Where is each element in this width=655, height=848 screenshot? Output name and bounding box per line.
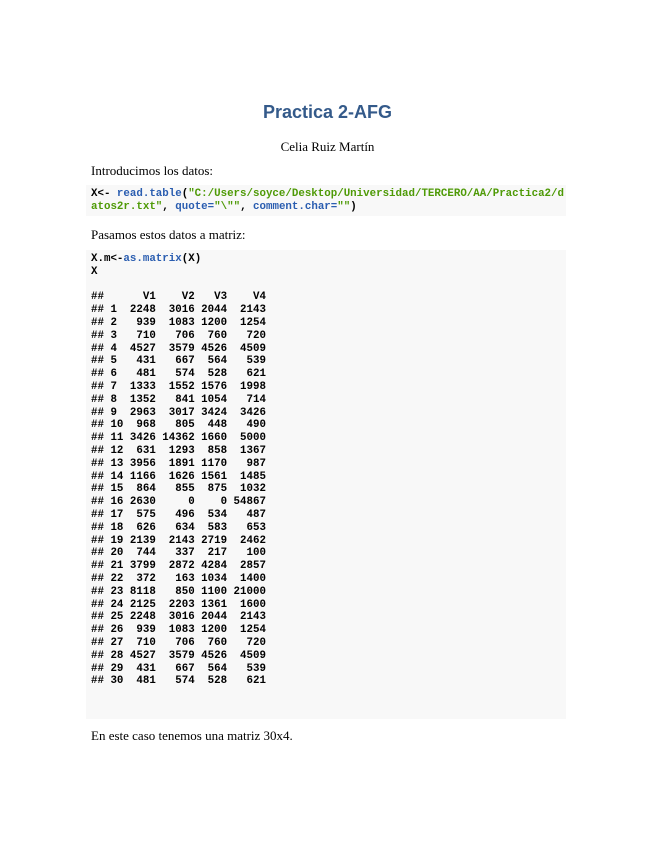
code-sep: ,	[162, 200, 176, 213]
code-block-read-table: X<- read.table("C:/Users/soyce/Desktop/U…	[86, 185, 566, 216]
code-line: X	[91, 265, 98, 278]
output-row: ## 8 1352 841 1054 714	[91, 393, 266, 406]
output-row: ## 20 744 337 217 100	[91, 547, 266, 560]
output-row: ## 16 2630 0 0 54867	[91, 496, 266, 509]
output-row: ## 22 372 163 1034 1400	[91, 572, 266, 585]
output-row: ## 1 2248 3016 2044 2143	[91, 304, 266, 317]
output-row: ## 19 2139 2143 2719 2462	[91, 534, 266, 547]
output-row: ## 12 631 1293 858 1367	[91, 444, 266, 457]
output-row: ## 24 2125 2203 1361 1600	[91, 598, 266, 611]
code-arg: comment.char=	[253, 200, 338, 213]
code-sep: ,	[240, 200, 254, 213]
output-row: ## 17 575 496 534 487	[91, 508, 266, 521]
output-row: ## 15 864 855 875 1032	[91, 483, 266, 496]
code-block-as-matrix: X.m<-as.matrix(X) X ## V1 V2 V3 V4 ## 1 2…	[86, 250, 566, 719]
code-var: X<-	[91, 188, 117, 200]
output-row: ## 18 626 634 583 653	[91, 521, 266, 534]
output-row: ## 14 1166 1626 1561 1485	[91, 470, 266, 483]
code-function: as.matrix	[123, 253, 182, 265]
output-row: ## 6 481 574 528 621	[91, 368, 266, 381]
output-header: ## V1 V2 V3 V4	[91, 291, 266, 304]
paragraph-matrix: Pasamos estos datos a matriz:	[91, 227, 246, 242]
output-row: ## 4 4527 3579 4526 4509	[91, 342, 266, 355]
output-row: ## 7 1333 1552 1576 1998	[91, 380, 266, 393]
code-string-cont: atos2r.txt"	[91, 200, 163, 213]
matrix-output: ## V1 V2 V3 V4 ## 1 2248 3016 2044 2143 ##…	[91, 291, 561, 688]
paragraph-intro: Introducimos los datos:	[91, 163, 214, 178]
code-args: (X)	[181, 253, 202, 265]
output-row: ## 10 968 805 448 490	[91, 419, 266, 432]
output-row: ## 23 8118 850 1100 21000	[91, 585, 266, 598]
code-function: read.table	[116, 188, 182, 200]
code-paren: (	[181, 188, 189, 200]
output-row: ## 26 939 1083 1200 1254	[91, 624, 266, 637]
code-var: X.m<-	[91, 253, 124, 265]
output-row: ## 29 431 667 564 539	[91, 662, 266, 675]
output-row: ## 28 4527 3579 4526 4509	[91, 649, 266, 662]
output-row: ## 27 710 706 760 720	[91, 636, 266, 649]
output-row: ## 2 939 1083 1200 1254	[91, 316, 266, 329]
code-paren: )	[350, 200, 357, 213]
output-row: ## 5 431 667 564 539	[91, 355, 266, 368]
output-row: ## 11 3426 14362 1660 5000	[91, 432, 266, 445]
code-arg: quote=	[175, 200, 215, 213]
code-arg-value: "\""	[214, 200, 241, 213]
code-arg-value: ""	[337, 200, 351, 213]
paragraph-conclusion: En este caso tenemos una matriz 30x4.	[91, 728, 293, 743]
output-row: ## 13 3956 1891 1170 987	[91, 457, 266, 470]
output-row: ## 25 2248 3016 2044 2143	[91, 611, 266, 624]
output-row: ## 3 710 706 760 720	[91, 329, 266, 342]
output-row: ## 30 481 574 528 621	[91, 675, 266, 688]
author: Celia Ruiz Martín	[280, 139, 375, 154]
output-row: ## 21 3799 2872 4284 2857	[91, 560, 266, 573]
code-string: "C:/Users/soyce/Desktop/Universidad/TERC…	[188, 188, 564, 200]
document-title: Practica 2-AFG	[262, 102, 393, 122]
output-row: ## 9 2963 3017 3424 3426	[91, 406, 266, 419]
